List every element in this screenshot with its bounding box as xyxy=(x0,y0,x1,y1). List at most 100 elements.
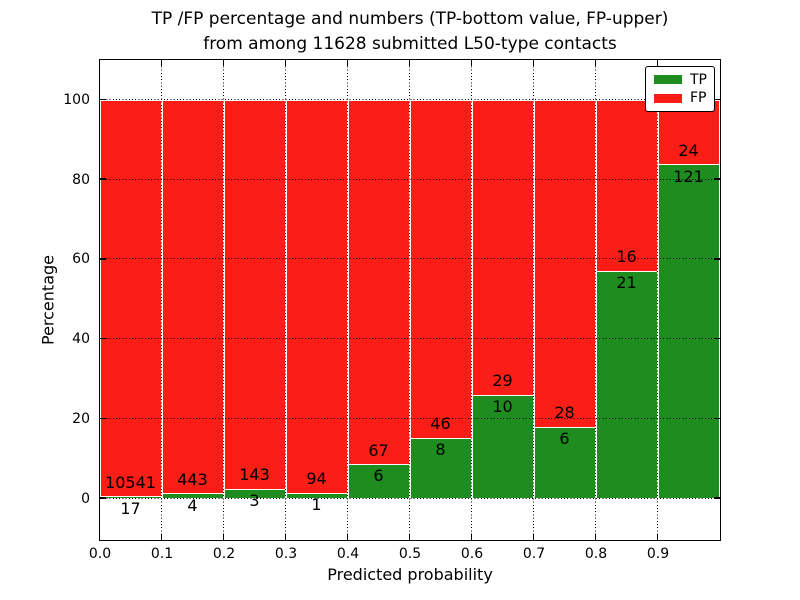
x-tick-mark-top xyxy=(532,59,535,66)
fp-count-label: 46 xyxy=(430,414,451,434)
x-tick-label: 0.5 xyxy=(398,546,422,562)
fp-count-label: 28 xyxy=(554,402,575,422)
gridline-horizontal xyxy=(99,99,720,100)
gridline-vertical xyxy=(595,59,596,540)
x-tick-mark-bottom xyxy=(532,533,535,540)
tp-count-label: 10 xyxy=(492,397,513,417)
y-tick-mark-right xyxy=(713,258,720,260)
bar-fp-segment xyxy=(347,99,410,466)
gridline-vertical xyxy=(223,59,224,540)
y-tick-mark-left xyxy=(99,98,106,101)
fp-count-label: 29 xyxy=(492,371,513,391)
gridline-horizontal xyxy=(99,417,720,419)
legend-item-fp: FP xyxy=(654,90,714,106)
bar-tp-segment xyxy=(595,271,658,498)
y-tick-mark-left xyxy=(99,417,106,420)
bar-tp-segment xyxy=(533,427,596,498)
gridline-vertical xyxy=(347,59,348,540)
x-tick-mark-bottom xyxy=(594,533,597,540)
bar-fp-segment xyxy=(285,99,348,494)
tp-count-label: 121 xyxy=(673,166,704,186)
x-tick-mark-top xyxy=(594,59,597,66)
x-tick-mark-bottom xyxy=(160,533,163,540)
bar-fp-segment xyxy=(533,99,596,428)
gridline-horizontal xyxy=(99,178,720,180)
y-tick-mark-right xyxy=(713,98,720,101)
bar-fp-segment xyxy=(99,99,162,498)
x-tick-label: 0.6 xyxy=(460,546,484,562)
x-tick-label: 0.7 xyxy=(522,546,546,562)
gridline-vertical xyxy=(533,59,534,540)
y-tick-label: 0 xyxy=(81,490,90,507)
gridline-vertical xyxy=(285,59,286,540)
y-tick-label: 20 xyxy=(72,410,90,427)
y-tick-mark-left xyxy=(99,178,106,180)
gridline-vertical xyxy=(471,59,472,540)
x-axis-label: Predicted probability xyxy=(327,565,493,584)
gridline-horizontal xyxy=(99,338,720,340)
x-tick-label: 0.2 xyxy=(212,546,236,562)
y-tick-label: 60 xyxy=(72,251,90,268)
x-tick-mark-top xyxy=(222,59,225,66)
y-tick-mark-right xyxy=(713,497,720,499)
x-tick-mark-top xyxy=(346,59,349,66)
y-tick-mark-right xyxy=(713,417,720,420)
x-tick-label: 0.9 xyxy=(646,546,670,562)
fp-legend-swatch xyxy=(654,93,682,103)
x-tick-mark-top xyxy=(656,59,659,66)
y-tick-mark-left xyxy=(99,337,106,340)
legend: TP FP xyxy=(645,66,715,112)
x-tick-mark-bottom xyxy=(222,533,225,540)
tp-count-label: 17 xyxy=(120,498,141,518)
x-tick-mark-top xyxy=(284,59,287,66)
tp-legend-swatch xyxy=(654,75,682,85)
fp-count-label: 94 xyxy=(306,469,327,489)
gridline-horizontal xyxy=(99,497,720,499)
legend-item-tp: TP xyxy=(654,72,714,88)
bar-fp-segment xyxy=(223,99,286,490)
y-tick-label: 80 xyxy=(72,171,90,188)
fp-count-label: 16 xyxy=(616,247,637,267)
plot-area: 10541 17 443 4 143 3 94 1 67 6 46 8 29 10 28 6 16 21 24 121 xyxy=(98,58,721,541)
tp-count-label: 1 xyxy=(311,495,322,514)
gridline-vertical xyxy=(409,59,410,540)
bar-tp-segment xyxy=(409,438,472,498)
tp-count-label: 3 xyxy=(249,491,260,510)
chart-title: TP /FP percentage and numbers (TP-bottom… xyxy=(100,7,720,57)
tp-count-label: 6 xyxy=(559,428,570,448)
x-tick-mark-top xyxy=(470,59,473,66)
x-tick-mark-top xyxy=(98,59,101,66)
x-tick-label: 0.4 xyxy=(336,546,360,562)
x-tick-mark-bottom xyxy=(408,533,411,540)
x-tick-mark-bottom xyxy=(284,533,287,540)
x-tick-mark-bottom xyxy=(346,533,349,540)
x-tick-mark-bottom xyxy=(470,533,473,540)
y-tick-mark-right xyxy=(713,178,720,180)
bar-fp-segment xyxy=(161,99,224,495)
x-tick-mark-top xyxy=(160,59,163,66)
gridline-horizontal xyxy=(99,258,720,260)
bar-fp-segment xyxy=(595,99,658,272)
gridline-vertical xyxy=(657,59,658,540)
gridline-vertical xyxy=(161,59,162,540)
bar-tp-segment xyxy=(347,465,410,498)
tp-count-label: 21 xyxy=(616,273,637,293)
y-tick-label: 100 xyxy=(63,92,90,108)
bar-fp-segment xyxy=(471,99,534,396)
x-tick-label: 0.3 xyxy=(274,546,298,562)
tp-count-label: 4 xyxy=(187,495,198,515)
fp-count-label: 443 xyxy=(177,469,208,489)
x-tick-label: 0.8 xyxy=(584,546,608,562)
fp-count-label: 67 xyxy=(368,440,389,460)
chart-title-line2: from among 11628 submitted L50-type cont… xyxy=(203,34,617,54)
x-tick-mark-bottom xyxy=(656,533,659,540)
y-tick-mark-left xyxy=(99,497,106,499)
bar-tp-segment xyxy=(657,165,720,498)
x-tick-label: 0.1 xyxy=(150,546,174,562)
legend-label-tp: TP xyxy=(690,71,707,88)
chart-title-line1: TP /FP percentage and numbers (TP-bottom… xyxy=(151,9,669,29)
x-tick-mark-top xyxy=(408,59,411,66)
y-tick-mark-right xyxy=(713,337,720,340)
y-tick-label: 40 xyxy=(72,331,90,348)
